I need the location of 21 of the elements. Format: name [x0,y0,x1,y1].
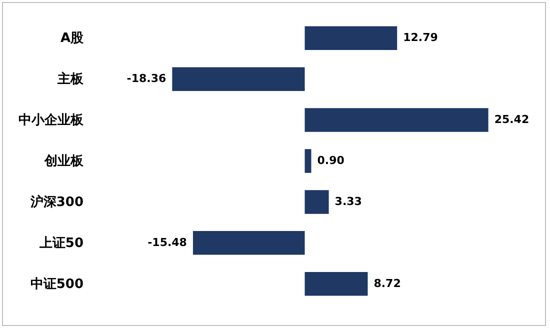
y-tick-label: 中小企业板 [18,113,84,128]
bar [192,231,305,255]
y-tick-label: 上证50 [38,236,84,251]
data-label: -15.48 [148,236,187,249]
y-tick-label: 主板 [56,71,84,88]
data-label: 0.90 [317,154,345,167]
bar [304,272,368,296]
data-label: -18.36 [126,72,167,86]
data-label: 8.72 [374,276,401,290]
y-tick-label: A股 [60,31,84,46]
data-label: 25.42 [494,113,530,126]
data-label: 3.33 [334,194,362,208]
bar [304,149,312,173]
bar [172,67,305,91]
bar [304,108,488,132]
y-tick-label: 沪深300 [29,194,84,210]
bar [304,26,398,50]
y-tick-label: 创业板 [44,154,84,169]
data-label: 12.79 [403,31,438,44]
bar [304,190,329,214]
y-tick-label: 中证500 [30,276,84,292]
